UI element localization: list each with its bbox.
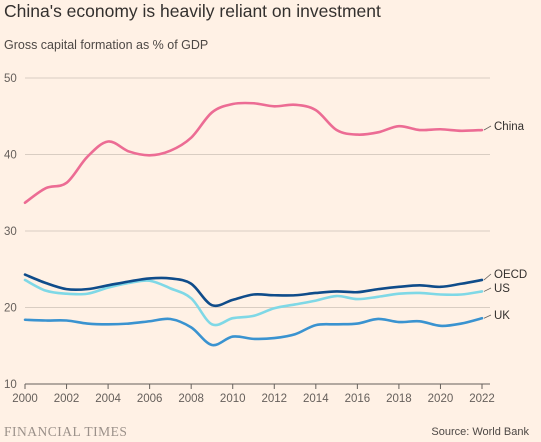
x-tick-label: 2016 [345,393,371,405]
y-tick-label: 30 [4,226,17,238]
series-label-us: US [494,283,510,295]
series-label-uk: UK [494,310,510,322]
y-tick-label: 10 [4,379,17,391]
ft-logo: FINANCIAL TIMES [4,424,128,439]
chart-title: China's economy is heavily reliant on in… [4,1,381,21]
label-leader [483,314,492,319]
x-tick-label: 2006 [137,393,163,405]
label-leader [483,273,492,281]
y-tick-label: 40 [4,150,17,162]
series-label-oecd: OECD [494,269,527,281]
source-note: Source: World Bank [431,426,529,438]
x-tick-label: 2004 [95,393,121,405]
series-line-china [23,101,484,204]
x-tick-label: 2008 [178,393,204,405]
x-tick-label: 2022 [469,393,495,405]
label-leader [483,125,492,131]
series-labels: UK US OECD China [483,121,527,322]
x-tick-label: 2018 [386,393,412,405]
y-tick-label: 20 [4,303,17,315]
x-tick-label: 2012 [261,393,287,405]
y-tick-label: 50 [4,73,17,85]
series-line-uk [23,316,484,347]
series-label-china: China [494,121,525,133]
x-axis-ticks: 2000 2002 2004 2006 2008 2010 2012 2014 2016 2018… [12,384,495,405]
series-line-us [23,278,484,327]
gridlines [25,77,490,385]
y-axis-ticks: 10 20 30 40 50 [4,73,17,391]
x-tick-label: 2010 [220,393,246,405]
chart-subtitle: Gross capital formation as % of GDP [4,38,209,52]
x-tick-label: 2014 [303,393,329,405]
x-tick-label: 2000 [12,393,38,405]
label-leader [483,287,492,292]
x-tick-label: 2020 [428,393,454,405]
series-line-oecd [23,273,484,308]
series-lines [23,101,484,347]
x-tick-label: 2002 [54,393,80,405]
